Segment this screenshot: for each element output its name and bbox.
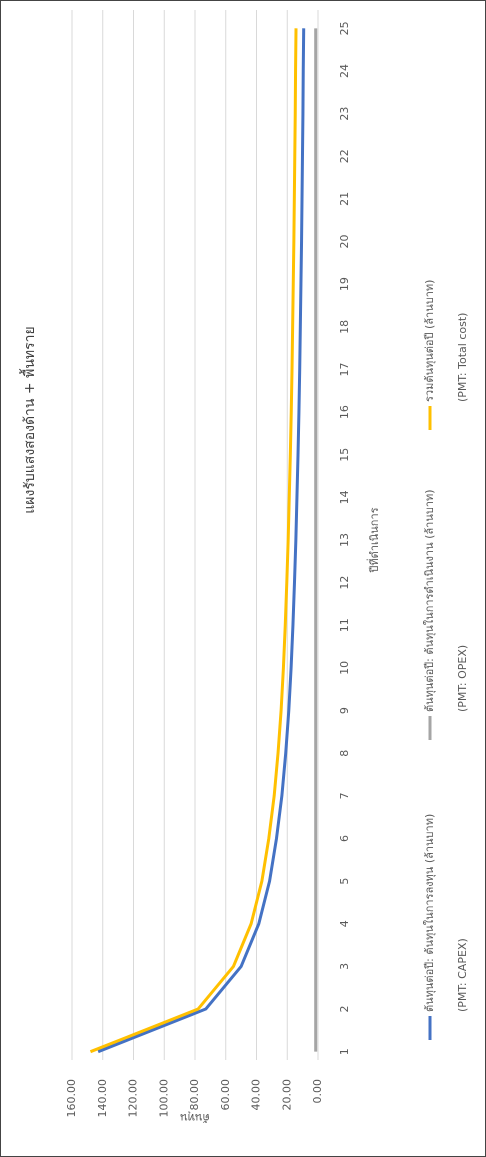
series-line: [97, 28, 306, 1054]
x-tick-label: 18: [338, 320, 351, 334]
x-tick-label: 11: [338, 618, 351, 632]
x-tick-label: 22: [338, 149, 351, 163]
x-axis-label: ปีที่ดำเนินการ: [366, 507, 381, 573]
y-tick-label: 120.00: [127, 1079, 140, 1118]
x-tick-label: 25: [338, 21, 351, 35]
x-tick-label: 14: [338, 490, 351, 504]
x-tick-label: 17: [338, 362, 351, 376]
x-tick-label: 1: [338, 1048, 351, 1055]
x-tick-label: 9: [338, 707, 351, 714]
legend-note: (PMT: Total cost): [456, 313, 469, 402]
x-tick-label: 23: [338, 107, 351, 121]
y-tick-label: 40.00: [250, 1079, 263, 1111]
y-tick-label: 0.00: [311, 1079, 324, 1104]
x-tick-label: 12: [338, 576, 351, 590]
legend-label: รวมต้นทุนต่อปี (ล้านบาท): [423, 280, 436, 402]
x-tick-label: 13: [338, 533, 351, 547]
x-tick-label: 2: [338, 1006, 351, 1013]
x-tick-label: 10: [338, 661, 351, 675]
y-axis-label: ต้นทุน: [180, 1111, 210, 1124]
x-tick-label: 5: [338, 878, 351, 885]
x-tick-label: 16: [338, 405, 351, 419]
chart-title: แผงรับแสงสองด้าน + พื้นทราย: [19, 326, 38, 513]
x-tick-label: 8: [338, 750, 351, 757]
x-tick-label: 20: [338, 235, 351, 249]
y-tick-label: 160.00: [65, 1079, 78, 1118]
series-line: [89, 28, 298, 1054]
x-tick-label: 7: [338, 792, 351, 799]
x-tick-label: 24: [338, 64, 351, 78]
x-tick-label: 15: [338, 448, 351, 462]
x-tick-label: 4: [338, 920, 351, 927]
legend-note: (PMT: CAPEX): [456, 938, 469, 1012]
x-tick-label: 3: [338, 963, 351, 970]
x-tick-label: 21: [338, 192, 351, 206]
y-tick-label: 80.00: [188, 1079, 201, 1111]
x-tick-label: 6: [338, 835, 351, 842]
y-tick-label: 100.00: [157, 1079, 170, 1118]
y-tick-label: 140.00: [96, 1079, 109, 1118]
legend-label: ต้นทุนต่อปี: ต้นทุนในการดำเนินงาน (ล้านบ…: [423, 489, 436, 712]
x-tick-label: 19: [338, 277, 351, 291]
y-tick-label: 60.00: [219, 1079, 232, 1111]
legend-label: ต้นทุนต่อปี: ต้นทุนในการลงทุน (ล้านบาท): [423, 814, 436, 1012]
y-tick-label: 20.00: [280, 1079, 293, 1111]
legend-note: (PMT: OPEX): [456, 645, 469, 712]
